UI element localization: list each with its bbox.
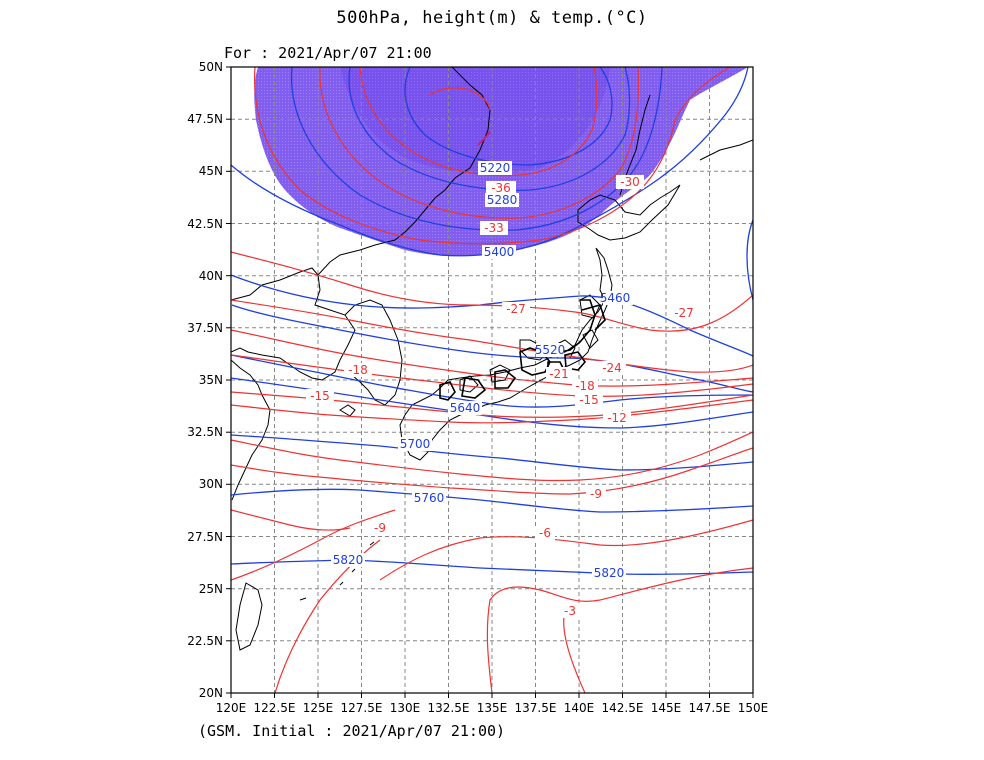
lat-label: 25N: [199, 582, 223, 596]
lon-label: 145E: [651, 701, 682, 715]
chart-title: 500hPa, height(m) & temp.(°C): [336, 8, 648, 28]
temp-label: -18: [348, 363, 368, 377]
minimum-mark: [477, 131, 491, 146]
lat-label: 42.5N: [187, 217, 223, 231]
temp-label: -6: [539, 526, 551, 540]
lon-label: 132.5E: [428, 701, 470, 715]
height-label: 5400: [484, 245, 515, 259]
cold-region-inner: [340, 67, 610, 174]
lat-label: 30N: [199, 477, 223, 491]
lon-label: 122.5E: [254, 701, 296, 715]
temperature-contour-labels: -36 -33 -30 -27 -27 -24 -21 -18 -18 -15 …: [306, 175, 698, 618]
height-label: 5820: [594, 566, 625, 580]
lat-label: 50N: [199, 60, 223, 74]
temp-label: -21: [549, 367, 569, 381]
valid-time: For : 2021/Apr/07 21:00: [224, 44, 432, 62]
height-label: 5700: [400, 437, 431, 451]
lon-label: 150E: [738, 701, 769, 715]
temp-label: -9: [374, 521, 386, 535]
lon-label: 147.5E: [689, 701, 731, 715]
height-label: 5820: [333, 553, 364, 567]
lon-label: 137.5E: [515, 701, 557, 715]
lon-label: 120E: [216, 701, 247, 715]
temp-label: -27: [506, 302, 526, 316]
lon-label: 127.5E: [341, 701, 383, 715]
temp-label: -24: [602, 361, 622, 375]
height-label: 5280: [487, 193, 518, 207]
temp-label: -33: [484, 221, 504, 235]
initial-time-footer: (GSM. Initial : 2021/Apr/07 21:00): [198, 722, 506, 740]
lon-label: 142.5E: [602, 701, 644, 715]
height-label: 5760: [414, 491, 445, 505]
height-contour-labels: 5220 5280 5400 5460 5520 5640 5700 5760 …: [331, 161, 633, 580]
temp-label: -30: [620, 175, 640, 189]
lat-label: 37.5N: [187, 321, 223, 335]
lat-label: 27.5N: [187, 530, 223, 544]
temp-label: -27: [674, 306, 694, 320]
height-label: 5640: [450, 401, 481, 415]
temp-label: -3: [564, 604, 576, 618]
lon-label: 135E: [477, 701, 508, 715]
temp-label: -36: [491, 181, 511, 195]
lat-label: 22.5N: [187, 634, 223, 648]
lat-label: 45N: [199, 164, 223, 178]
lat-label: 40N: [199, 269, 223, 283]
lon-label: 140E: [564, 701, 595, 715]
lat-label: 35N: [199, 373, 223, 387]
temp-label: -18: [575, 379, 595, 393]
lat-label: 32.5N: [187, 425, 223, 439]
lat-label: 47.5N: [187, 112, 223, 126]
lon-label: 130E: [390, 701, 421, 715]
temp-label: -15: [579, 393, 599, 407]
lat-tick-labels: 20N 22.5N 25N 27.5N 30N 32.5N 35N 37.5N …: [187, 60, 223, 700]
temp-label: -15: [310, 389, 330, 403]
height-label: 5520: [535, 343, 566, 357]
temp-label: -9: [590, 487, 602, 501]
height-label: 5220: [480, 161, 511, 175]
lat-label: 20N: [199, 686, 223, 700]
axis-tick-marks: [226, 66, 754, 698]
height-label: 5460: [600, 291, 631, 305]
lon-label: 125E: [303, 701, 334, 715]
height-contours: [231, 67, 753, 576]
lon-tick-labels: 120E 122.5E 125E 127.5E 130E 132.5E 135E…: [216, 701, 769, 715]
temp-label: -12: [607, 411, 627, 425]
